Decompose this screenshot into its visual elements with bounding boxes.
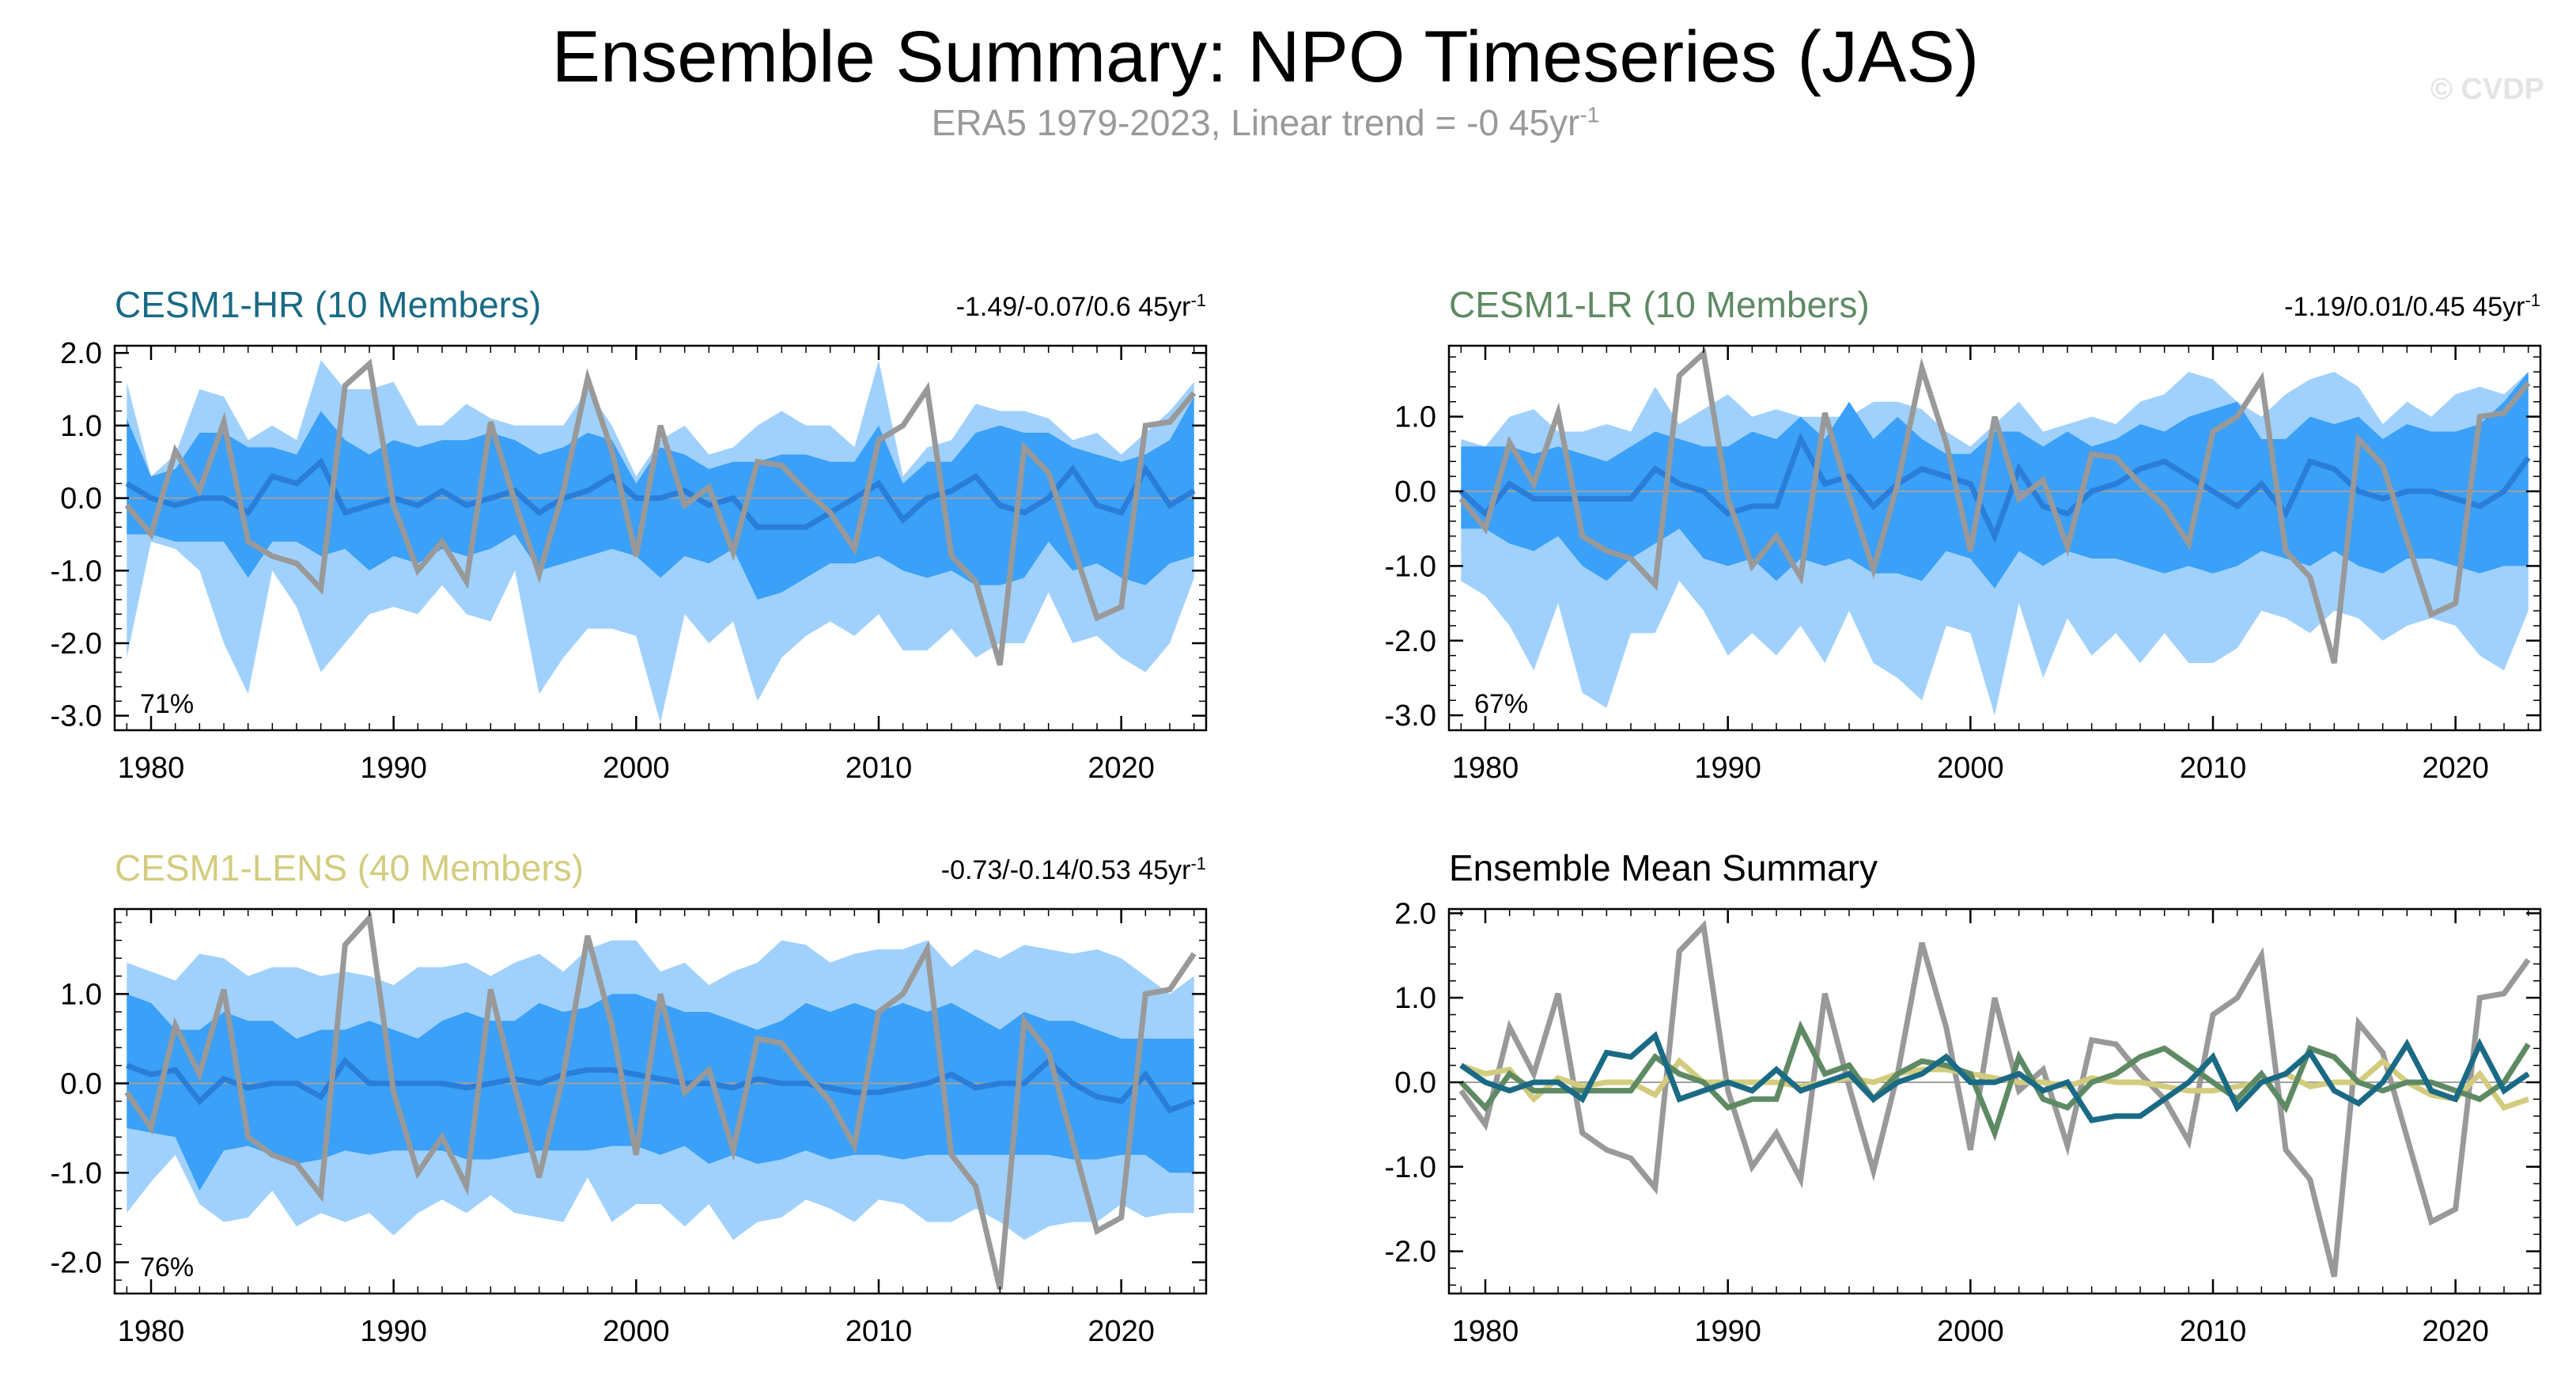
series-line-lr	[1458, 1020, 2531, 1142]
plot-area-summary	[1449, 919, 2540, 1278]
ytick-label: -2.0	[1385, 1236, 1436, 1269]
pct-label-lr: 67%	[1474, 689, 1528, 719]
trend-label-lens: -0.73/-0.14/0.53 45yr-1	[941, 854, 1206, 886]
obs-line-lr	[1458, 347, 2531, 665]
ytick-label: -2.0	[51, 1246, 102, 1279]
xtick-label: 2000	[1937, 752, 2004, 785]
ytick-label: 1.0	[60, 978, 102, 1011]
ytick-label: -1.0	[1385, 550, 1436, 583]
panel-title-lr: CESM1-LR (10 Members)	[1449, 284, 1870, 325]
ytick-label: 0.0	[60, 483, 102, 516]
ytick-label: -2.0	[51, 627, 102, 661]
figure-title: Ensemble Summary: NPO Timeseries (JAS)	[551, 17, 1980, 97]
series-line-hr	[1459, 1031, 2530, 1123]
trend-label-lr: -1.19/0.01/0.45 45yr-1	[2284, 290, 2540, 323]
xtick-label: 2000	[603, 1315, 670, 1348]
trend-label-hr: -1.49/-0.07/0.6 45yr-1	[956, 290, 1206, 323]
pct-label-lens: 76%	[140, 1252, 194, 1282]
xtick-label: 1980	[1452, 752, 1519, 785]
trend-superscript: -1	[1190, 290, 1206, 310]
pct-label-hr: 71%	[140, 689, 194, 719]
ytick-label: -3.0	[1385, 699, 1436, 733]
panel-hr: 2.0 1.0 0.0 -1.0 -2.0 -3.0 1980 1990 2000 2010 202…	[51, 284, 1208, 785]
xtick-label: 2020	[2422, 1315, 2489, 1348]
xtick-label: 2000	[603, 752, 670, 785]
xtick-label: 1980	[1452, 1315, 1519, 1348]
ytick-label: -3.0	[51, 700, 102, 733]
xtick-label: 1980	[118, 1315, 185, 1348]
panel-title-summary: Ensemble Mean Summary	[1449, 847, 1878, 888]
ytick-label: -2.0	[1385, 625, 1436, 658]
ytick-label: -1.0	[51, 1157, 102, 1190]
trend-text: -1.19/0.01/0.45 45yr	[2284, 292, 2525, 322]
xtick-label: 2020	[1088, 752, 1155, 785]
plot-area-lr	[1449, 347, 2540, 716]
ytick-label: 0.0	[60, 1067, 102, 1100]
ytick-label: 1.0	[1394, 982, 1436, 1015]
xtick-label: 2010	[2180, 752, 2247, 785]
frame-summary	[1447, 907, 2542, 1295]
panel-lens: 1.0 0.0 -1.0 -2.0 1980 1990 2000 2010 2020 CESM1-…	[51, 847, 1208, 1348]
ytick-label: 1.0	[60, 410, 102, 443]
trend-text: -0.73/-0.14/0.53 45yr	[941, 855, 1191, 885]
panel-title-lens: CESM1-LENS (40 Members)	[115, 847, 584, 888]
xtick-label: 1990	[360, 752, 427, 785]
trend-superscript: -1	[1190, 854, 1206, 873]
subtitle-superscript: -1	[1579, 102, 1600, 127]
figure-subtitle: ERA5 1979-2023, Linear trend = -0 45yr-1	[0, 101, 2531, 144]
xtick-label: 2020	[2422, 752, 2489, 785]
panel-summary: 2.0 1.0 0.0 -1.0 -2.0 1980 1990 2000 2010 2020 Ens…	[1385, 847, 2542, 1348]
xtick-label: 1990	[360, 1315, 427, 1348]
copyright-watermark: © CVDP	[2430, 73, 2544, 106]
xtick-label: 1990	[1694, 1315, 1761, 1348]
xtick-label: 2000	[1937, 1315, 2004, 1348]
subtitle-text: ERA5 1979-2023, Linear trend = -0 45yr	[931, 102, 1580, 143]
xtick-label: 2010	[845, 752, 913, 785]
series-line-lens	[1460, 1057, 2529, 1112]
xtick-label: 1990	[1694, 752, 1761, 785]
obs-line-hr	[124, 358, 1197, 666]
ytick-label: 0.0	[1394, 475, 1436, 509]
ytick-label: 1.0	[1394, 401, 1436, 434]
xtick-label: 1980	[118, 752, 185, 785]
xtick-label: 2020	[1088, 1315, 1155, 1348]
panel-title-hr: CESM1-HR (10 Members)	[115, 284, 541, 325]
ytick-label: 2.0	[1394, 897, 1436, 930]
ensemble-mean-line-lr	[1458, 432, 2531, 544]
ytick-label: 0.0	[1394, 1066, 1436, 1100]
ytick-label: -1.0	[51, 555, 102, 588]
trend-text: -1.49/-0.07/0.6 45yr	[956, 292, 1191, 322]
ytick-label: 2.0	[60, 337, 102, 370]
xtick-label: 2010	[845, 1315, 913, 1348]
inner-band-lens	[127, 994, 1194, 1191]
panel-lr: 1.0 0.0 -1.0 -2.0 -3.0 1980 1990 2000 2010 2020 CE…	[1385, 284, 2542, 785]
trend-superscript: -1	[2525, 290, 2540, 310]
inner-band-lr	[1461, 372, 2529, 589]
xtick-label: 2010	[2180, 1315, 2247, 1348]
series-line-obs	[1458, 919, 2531, 1278]
ytick-label: -1.0	[1385, 1151, 1436, 1184]
obs-line-lens	[124, 911, 1197, 1290]
plot-area-hr	[115, 358, 1206, 723]
plot-area-lens	[115, 911, 1206, 1290]
